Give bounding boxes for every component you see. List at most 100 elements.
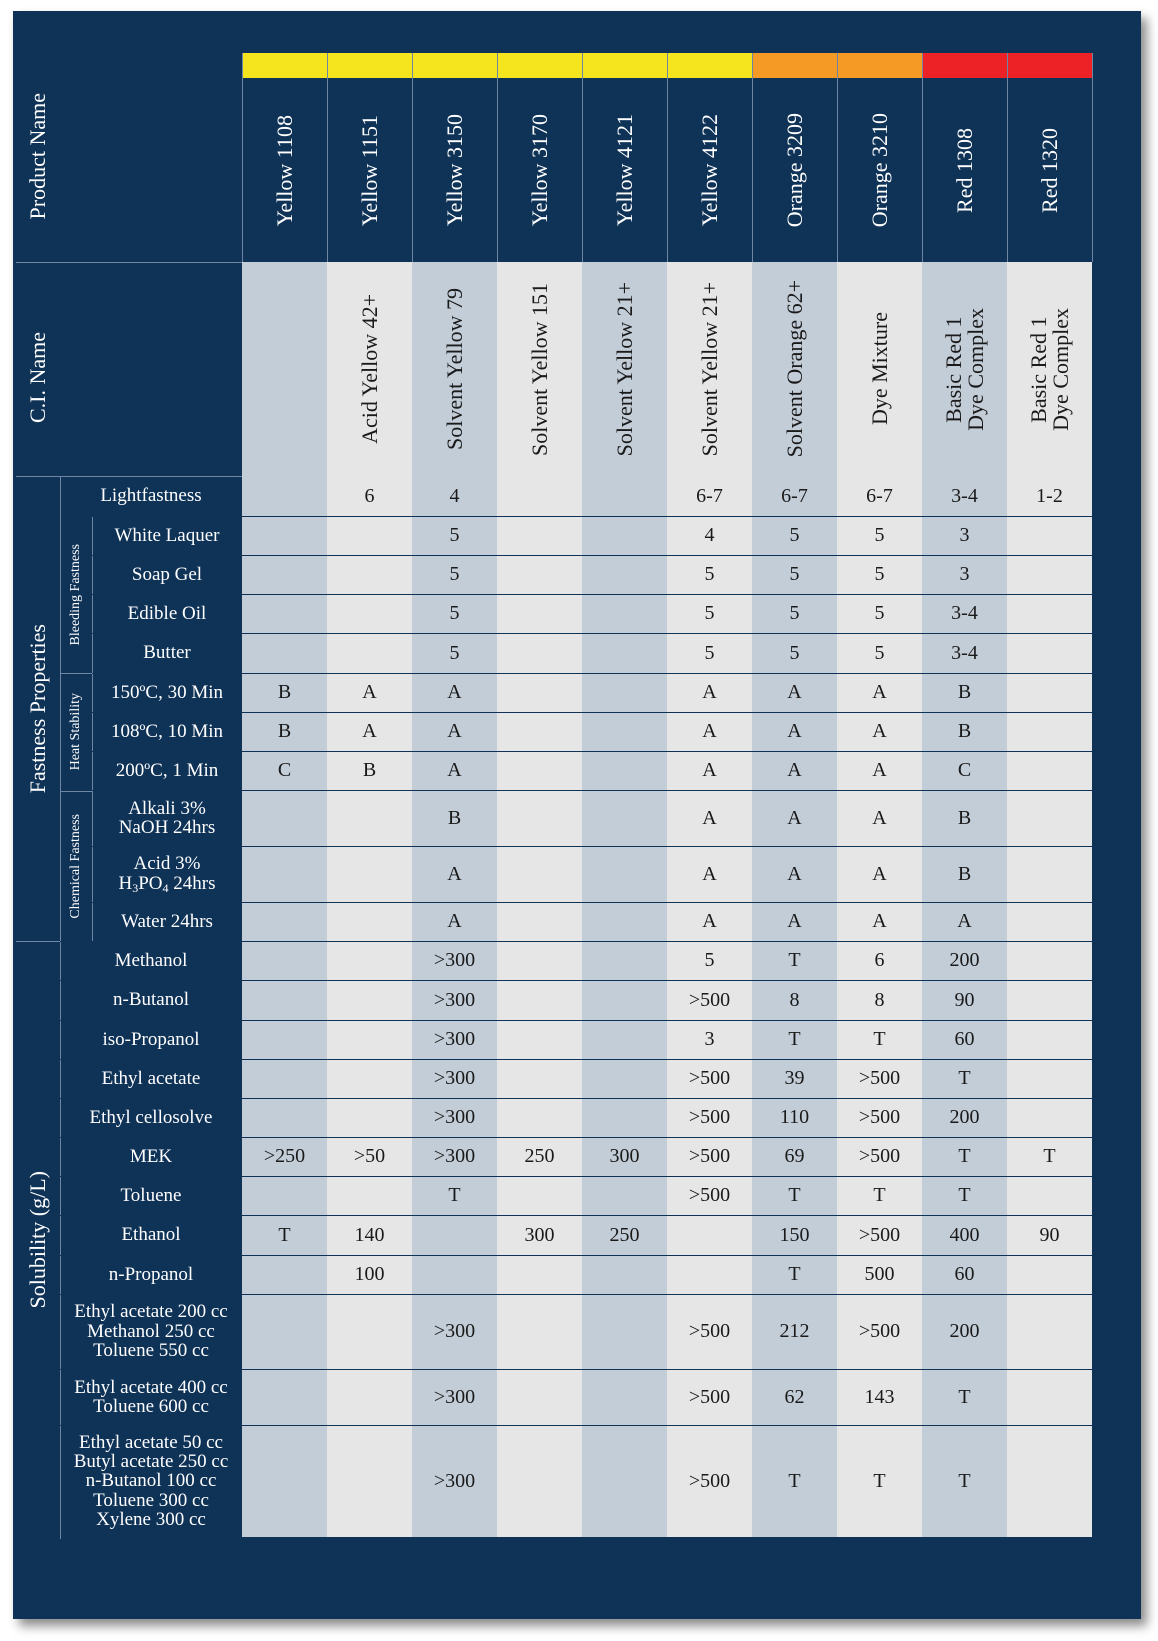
table-cell <box>242 1425 327 1537</box>
table-cell <box>582 1425 667 1537</box>
row-label: Edible Oil <box>92 594 242 633</box>
product-name-text: Yellow 3150 <box>441 114 467 227</box>
table-cell <box>497 1176 582 1215</box>
row-label-text: Ethyl acetate 400 cc Toluene 600 cc <box>74 1376 228 1417</box>
table-cell <box>497 751 582 790</box>
table-cell <box>582 941 667 980</box>
column-band <box>1007 262 1092 1537</box>
row-label-text: 150ºC, 30 Min <box>111 681 223 703</box>
table-cell: 3 <box>959 524 970 546</box>
table-cell: T <box>958 1469 971 1492</box>
product-name-header[interactable]: Red 1308 <box>922 79 1007 262</box>
row-divider <box>60 1369 1092 1370</box>
table-cell: A <box>362 681 377 703</box>
row-divider <box>60 1020 1092 1021</box>
table-cell: 200 <box>949 1320 980 1342</box>
table-cell <box>582 1176 667 1215</box>
table-cell <box>497 980 582 1020</box>
row-label-text: Ethyl acetate <box>101 1067 201 1089</box>
table-cell <box>242 476 327 516</box>
table-cell <box>242 1369 327 1425</box>
row-label-text: Edible Oil <box>127 602 207 624</box>
table-cell: 5 <box>789 641 800 664</box>
product-name-text: Orange 3210 <box>866 113 892 228</box>
product-name-header[interactable]: Red 1320 <box>1007 79 1092 262</box>
row-divider <box>60 1098 1092 1099</box>
table-cell: 5 <box>704 949 715 971</box>
table-cell: T <box>1043 1145 1056 1167</box>
table-cell: >300 <box>433 949 476 971</box>
row-label: iso-Propanol <box>60 1020 242 1059</box>
properties-table: Product Name C.I. Name Fastness Properti… <box>16 11 1138 1619</box>
product-name-header[interactable]: Orange 3209 <box>752 79 837 262</box>
table-cell: 400 <box>949 1223 980 1246</box>
product-name-header[interactable]: Yellow 3170 <box>497 79 582 262</box>
column-band <box>327 262 412 1537</box>
table-cell: 3 <box>704 1028 715 1050</box>
product-name-header[interactable]: Yellow 4121 <box>582 79 667 262</box>
table-cell: T <box>448 1184 461 1206</box>
row-divider <box>92 902 1092 903</box>
product-name-header[interactable]: Orange 3210 <box>837 79 922 262</box>
row-divider <box>92 712 1092 713</box>
table-cell: A <box>447 862 462 885</box>
ci-name-text: Basic Red 1 Dye Complex <box>940 307 988 431</box>
table-cell: 200 <box>949 949 980 971</box>
table-cell: >500 <box>688 988 731 1011</box>
table-cell <box>497 673 582 712</box>
table-cell <box>582 476 667 516</box>
table-cell <box>497 790 582 846</box>
heat-stability-label: Heat Stability <box>68 693 83 771</box>
row-label: Ethyl acetate 400 cc Toluene 600 cc <box>60 1369 242 1425</box>
table-cell: >50 <box>353 1145 386 1167</box>
table-cell: >250 <box>263 1145 306 1167</box>
row-label: Methanol <box>60 941 242 980</box>
table-cell <box>1007 516 1092 555</box>
row-divider <box>92 633 1092 634</box>
table-cell <box>582 516 667 555</box>
table-cell <box>242 516 327 555</box>
table-cell: >500 <box>688 1469 731 1492</box>
product-name-text: Yellow 4122 <box>696 114 722 227</box>
table-cell: >500 <box>858 1106 901 1128</box>
table-cell <box>1007 712 1092 751</box>
table-cell <box>327 790 412 846</box>
table-cell: 6-7 <box>781 484 808 507</box>
table-cell: 62 <box>784 1385 805 1408</box>
table-cell: B <box>362 759 377 781</box>
table-cell: T <box>788 949 801 971</box>
table-cell <box>242 633 327 673</box>
table-cell: 5 <box>874 563 885 585</box>
table-cell: T <box>958 1067 971 1089</box>
row-label: Ethanol <box>60 1215 242 1255</box>
table-cell: T <box>788 1184 801 1206</box>
product-name-header[interactable]: Yellow 1151 <box>327 79 412 262</box>
solubility-label: Solubility (g/L) <box>25 1171 50 1309</box>
row-label: Ethyl acetate 50 cc Butyl acetate 250 cc… <box>60 1425 242 1537</box>
table-cell: A <box>787 681 802 703</box>
product-name-header[interactable]: Yellow 4122 <box>667 79 752 262</box>
table-cell: T <box>788 1028 801 1050</box>
table-cell <box>497 1020 582 1059</box>
table-cell <box>497 902 582 941</box>
table-cell <box>327 846 412 902</box>
product-name-label: Product Name <box>25 92 50 220</box>
table-cell: A <box>872 759 887 781</box>
table-cell: 60 <box>954 1263 975 1285</box>
table-cell: 500 <box>864 1263 895 1285</box>
row-label-text: 200ºC, 1 Min <box>115 759 219 781</box>
row-label-text: n-Butanol <box>113 989 189 1011</box>
table-cell <box>497 1369 582 1425</box>
table-cell <box>327 1020 412 1059</box>
table-cell: C <box>957 759 972 781</box>
table-cell: A <box>362 720 377 742</box>
color-bar <box>753 53 837 78</box>
product-name-header[interactable]: Yellow 3150 <box>412 79 497 262</box>
row-label: Ethyl cellosolve <box>60 1098 242 1137</box>
table-cell <box>1007 555 1092 594</box>
table-cell <box>667 1255 752 1294</box>
table-cell: >300 <box>433 1320 476 1342</box>
product-name-header[interactable]: Yellow 1108 <box>242 79 327 262</box>
table-cell: A <box>957 910 972 932</box>
column-band <box>752 262 837 1537</box>
